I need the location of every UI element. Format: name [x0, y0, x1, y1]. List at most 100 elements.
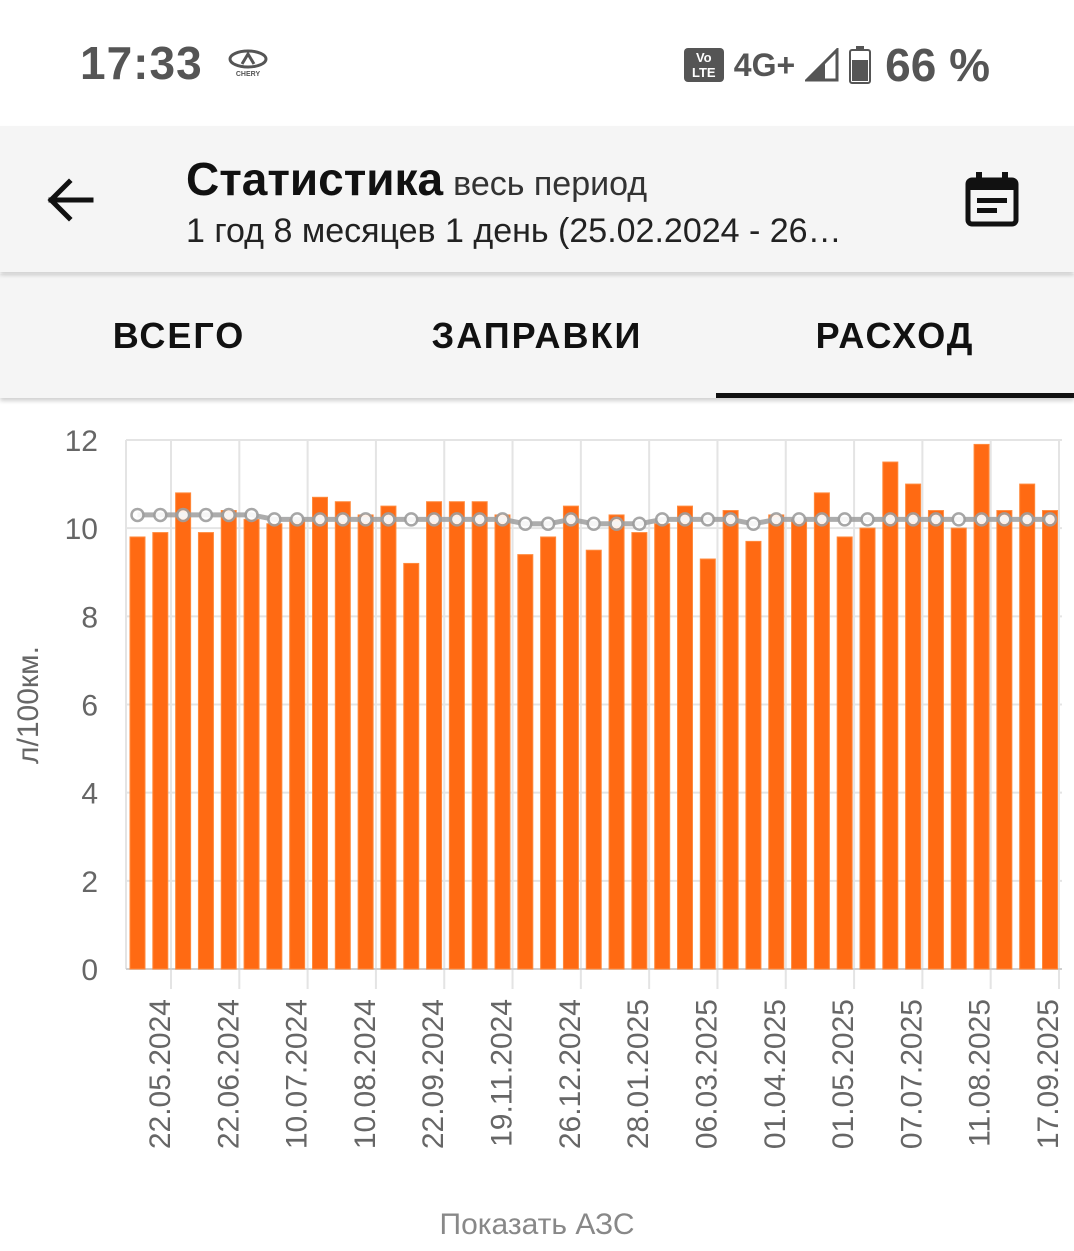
- calendar-icon: [965, 172, 1019, 227]
- status-icons: Vo LTE 4G+ 66 %: [683, 39, 990, 91]
- average-point: [609, 516, 624, 532]
- average-point: [700, 512, 716, 527]
- consumption-bar: [996, 510, 1013, 970]
- volte-icon: Vo LTE: [683, 48, 724, 82]
- average-point: [175, 507, 191, 523]
- average-point: [814, 512, 830, 527]
- consumption-bar: [1042, 510, 1058, 970]
- x-tick-label: 11.08.2025: [964, 999, 997, 1147]
- page-title: Статистика: [186, 153, 444, 205]
- average-point: [381, 512, 396, 527]
- average-point: [677, 512, 693, 527]
- consumption-bar: [654, 523, 671, 970]
- x-tick-label: 22.06.2024: [212, 999, 245, 1149]
- average-point: [883, 512, 898, 527]
- average-point: [769, 512, 784, 527]
- average-point: [746, 516, 761, 532]
- average-point: [426, 512, 442, 527]
- average-point: [951, 512, 966, 527]
- consumption-bar: [471, 501, 488, 970]
- y-tick-label: 8: [81, 601, 98, 634]
- consumption-bar: [905, 483, 922, 970]
- consumption-bar: [699, 558, 716, 970]
- average-point: [997, 512, 1012, 527]
- tab-total[interactable]: ВСЕГО: [112, 315, 246, 356]
- average-point: [563, 512, 579, 527]
- consumption-bar: [950, 527, 967, 970]
- x-tick-label: 07.07.2025: [895, 999, 928, 1149]
- chery-logo-icon: CHERY: [228, 49, 268, 78]
- consumption-bar: [152, 532, 169, 970]
- consumption-bar: [1019, 483, 1036, 970]
- tab-refuels[interactable]: ЗАПРАВКИ: [431, 315, 643, 356]
- consumption-bar: [562, 505, 579, 970]
- average-point: [289, 512, 305, 527]
- signal-icon: [805, 48, 839, 82]
- average-point: [791, 512, 807, 527]
- consumption-bar: [289, 518, 306, 970]
- y-tick-label: 6: [81, 690, 98, 723]
- x-tick-label: 01.04.2025: [759, 999, 792, 1149]
- average-point: [130, 507, 145, 523]
- average-point: [518, 516, 533, 532]
- x-tick-label: 26.12.2024: [554, 999, 587, 1149]
- consumption-bar: [220, 510, 237, 970]
- app-bar: Статистика весь период 1 год 8 месяцев 1 …: [0, 126, 1074, 272]
- average-point: [905, 512, 921, 527]
- battery-icon: [849, 46, 872, 84]
- average-point: [404, 512, 419, 527]
- x-tick-label: 17.09.2025: [1032, 999, 1065, 1149]
- average-point: [198, 507, 214, 523]
- consumption-bar: [312, 496, 328, 970]
- average-point: [358, 512, 373, 527]
- consumption-bar: [426, 501, 443, 970]
- consumption-bar: [631, 532, 648, 970]
- average-point: [837, 512, 852, 527]
- average-point: [928, 512, 944, 527]
- period-label: весь период: [453, 165, 648, 203]
- consumption-bar: [677, 505, 693, 970]
- average-point: [495, 512, 510, 527]
- show-stations-link[interactable]: Показать АЗС: [439, 1208, 635, 1241]
- network-type: 4G+: [733, 46, 796, 83]
- back-button[interactable]: [40, 170, 100, 230]
- consumption-bar: [517, 554, 534, 970]
- average-point: [449, 512, 465, 527]
- average-point: [267, 512, 282, 527]
- y-tick-label: 0: [81, 954, 98, 987]
- y-tick-label: 2: [81, 866, 98, 899]
- x-tick-label: 10.07.2024: [281, 999, 314, 1149]
- average-point: [244, 507, 259, 523]
- x-tick-label: 22.09.2024: [417, 999, 450, 1149]
- x-tick-label: 10.08.2024: [349, 999, 382, 1149]
- calendar-button[interactable]: [962, 170, 1022, 230]
- consumption-bar: [197, 532, 214, 970]
- consumption-bar: [722, 510, 739, 970]
- average-point: [860, 512, 875, 527]
- x-tick-label: 01.05.2025: [827, 999, 860, 1149]
- consumption-bar: [973, 443, 990, 970]
- status-time: 17:33: [80, 37, 203, 89]
- battery-percent: 66 %: [885, 39, 990, 91]
- tab-bar: ВСЕГО ЗАПРАВКИ РАСХОД: [0, 274, 1074, 398]
- average-point: [974, 512, 989, 527]
- consumption-bar: [745, 540, 762, 970]
- consumption-bar: [836, 536, 853, 970]
- average-point: [335, 512, 351, 527]
- average-point: [221, 507, 236, 523]
- consumption-bar: [859, 527, 876, 970]
- arrow-left-icon: [47, 178, 94, 222]
- tab-consumption[interactable]: РАСХОД: [716, 274, 1074, 398]
- consumption-bar: [129, 536, 146, 970]
- consumption-bar: [448, 501, 465, 970]
- consumption-bar: [357, 514, 374, 970]
- average-point: [723, 512, 738, 527]
- consumption-bar: [380, 505, 397, 970]
- consumption-bar: [494, 514, 511, 970]
- average-point: [472, 512, 487, 527]
- x-tick-label: 06.03.2025: [690, 999, 723, 1149]
- average-point: [540, 516, 556, 532]
- average-point: [632, 516, 647, 532]
- consumption-chart: 0 2 4 6 8 10 12 22.05.2024 22.06.2024 10.07.2024 1…: [12, 425, 1065, 1149]
- consumption-bar: [243, 518, 260, 970]
